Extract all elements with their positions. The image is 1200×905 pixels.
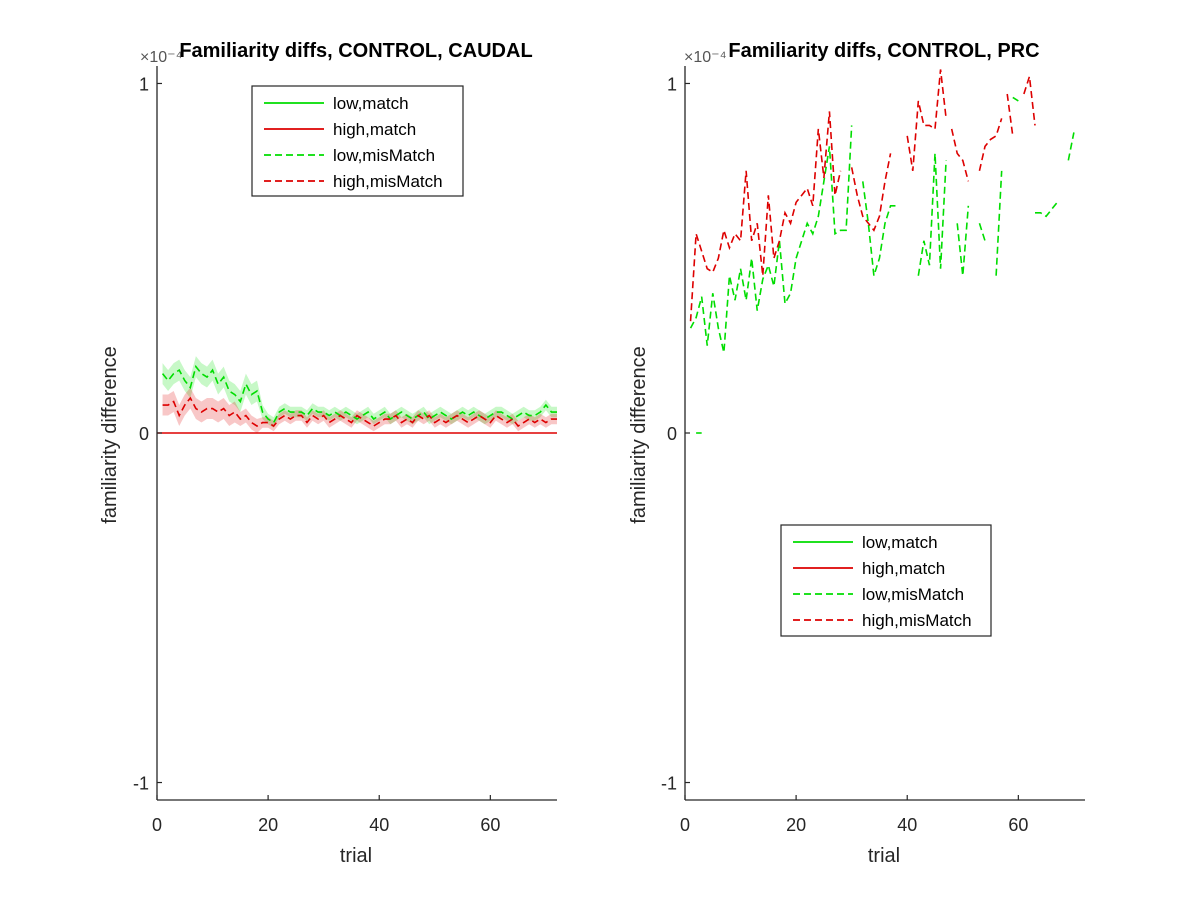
legend-box (780, 524, 992, 637)
series-line (1006, 93, 1014, 137)
series-line (850, 153, 892, 232)
left-y-ticks: -1 0 1 (133, 74, 162, 794)
x-tick-label: 0 (680, 815, 690, 835)
series-line (1035, 201, 1058, 218)
x-tick-label: 40 (369, 815, 389, 835)
series-line (1012, 96, 1019, 102)
y-tick-label: 0 (139, 424, 149, 444)
left-x-ticks: 0 20 40 60 (152, 795, 500, 835)
legend-label: high,misMatch (862, 611, 972, 630)
y-tick-label: 0 (667, 424, 677, 444)
left-error-bands (162, 356, 558, 433)
x-tick-label: 40 (897, 815, 917, 835)
right-chart-title: Familiarity diffs, CONTROL, PRC (728, 40, 1039, 62)
legend-label: low,misMatch (862, 585, 964, 604)
left-y-exponent-label: ×10⁻⁴ (140, 49, 183, 66)
right-y-exponent-label: ×10⁻⁴ (684, 49, 727, 66)
legend-label: low,match (333, 94, 409, 113)
right-axes: 0 20 40 60 -1 0 1 (661, 66, 1085, 835)
series-line (162, 396, 557, 428)
right-x-ticks: 0 20 40 60 (680, 795, 1028, 835)
x-tick-label: 20 (786, 815, 806, 835)
left-x-axis-label: trial (340, 845, 372, 867)
right-chart-panel: 0 20 40 60 -1 0 1 ×10⁻⁴ Familiarity diffs, CO… (628, 40, 1085, 867)
right-x-axis-label: trial (868, 845, 900, 867)
left-series-lines (157, 364, 557, 434)
series-line (906, 69, 947, 171)
series-line (1067, 132, 1075, 161)
x-tick-label: 60 (480, 815, 500, 835)
series-line (978, 223, 986, 242)
legend-label: high,match (862, 559, 945, 578)
y-tick-label: -1 (661, 774, 677, 794)
series-line (689, 111, 842, 322)
series-line (161, 364, 557, 424)
y-tick-label: -1 (133, 774, 149, 794)
left-y-axis-label: familiarity difference (99, 346, 121, 523)
series-line (956, 205, 970, 276)
x-tick-label: 0 (152, 815, 162, 835)
left-chart-panel: 0 20 40 60 -1 0 1 ×10⁻⁴ Familiarity diffs, CO… (99, 40, 558, 867)
series-line (978, 118, 1003, 172)
right-y-axis-label: familiarity difference (628, 346, 650, 523)
right-y-ticks: -1 0 1 (661, 74, 690, 794)
legend-label: low,match (862, 533, 938, 552)
y-tick-label: 1 (667, 74, 677, 94)
right-series-lines (689, 69, 1075, 434)
left-legend: low,match high,match low,misMatch high,misM… (251, 85, 464, 197)
x-tick-label: 20 (258, 815, 278, 835)
left-chart-title: Familiarity diffs, CONTROL, CAUDAL (179, 40, 532, 62)
series-line (861, 181, 897, 276)
error-band (162, 387, 558, 433)
series-line (1023, 76, 1036, 126)
series-line (950, 128, 970, 182)
series-line (917, 153, 947, 276)
legend-label: high,match (333, 120, 416, 139)
left-axes: 0 20 40 60 -1 0 1 (133, 66, 557, 835)
y-tick-label: 1 (139, 74, 149, 94)
legend-label: low,misMatch (333, 146, 435, 165)
series-line (995, 170, 1003, 276)
series-line (689, 125, 853, 353)
legend-box (251, 85, 464, 197)
legend-label: high,misMatch (333, 172, 443, 191)
x-tick-label: 60 (1008, 815, 1028, 835)
right-legend: low,match high,match low,misMatch high,misM… (780, 524, 992, 637)
